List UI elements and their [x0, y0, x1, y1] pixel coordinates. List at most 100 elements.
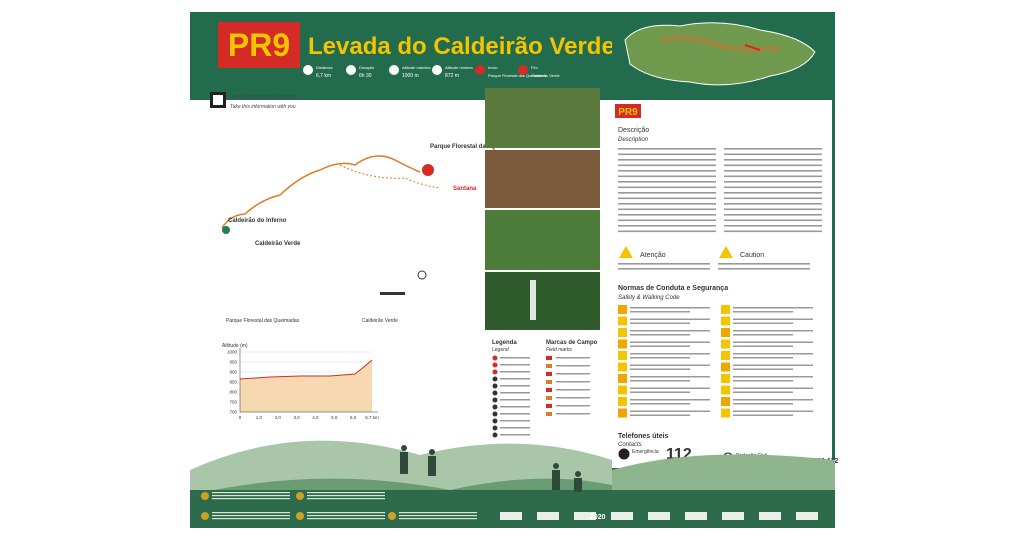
sponsor-logo	[796, 512, 818, 520]
end-marker	[222, 226, 230, 234]
text-line	[630, 380, 690, 382]
attention-title: Atenção	[640, 252, 666, 259]
rule-icon	[721, 385, 730, 395]
y-tick-label: 850	[229, 380, 237, 385]
stat-value: Parque Florestal das Queimadas	[488, 73, 546, 78]
x-tick-label: 1,0	[256, 415, 263, 420]
x-tick-label: 0	[239, 415, 242, 420]
stat-value: 6,7 km	[316, 73, 331, 79]
rule-icon	[721, 374, 730, 383]
text-line	[500, 399, 530, 401]
map-label: Parque Florestal das Queimadas	[430, 144, 524, 150]
profile-start: Parque Florestal das Queimadas	[226, 318, 300, 324]
sponsor-logo	[611, 512, 633, 520]
text-line	[630, 318, 710, 320]
text-line	[724, 225, 822, 227]
shape	[553, 463, 559, 469]
text-line	[733, 387, 813, 389]
x-tick-label: 6,0	[350, 415, 357, 420]
rule-icon	[618, 385, 627, 395]
warning-icon	[619, 246, 633, 258]
flag	[296, 512, 304, 520]
y-tick-label: 800	[229, 390, 237, 395]
scale-bar	[380, 292, 405, 295]
code-box	[218, 22, 300, 68]
text-line	[630, 399, 710, 401]
text-line	[500, 378, 530, 380]
rule-icon	[618, 408, 627, 418]
text-line	[500, 427, 530, 429]
text-line	[630, 410, 710, 412]
text-line	[724, 219, 822, 222]
text-line	[618, 181, 716, 183]
stat-value: 872 m	[445, 73, 459, 79]
text-line	[724, 197, 822, 200]
shape	[401, 445, 407, 451]
stat-label: Fim	[531, 65, 538, 70]
legend-items	[492, 355, 590, 438]
shape	[428, 456, 436, 476]
rule-icon	[618, 362, 627, 372]
rule-icon	[618, 328, 627, 337]
sponsor-logo	[500, 512, 522, 520]
shape	[400, 452, 408, 474]
stat-label: Distância	[316, 65, 333, 70]
x-tick-label: 2,0	[275, 415, 282, 420]
x-tick-label: 5,0	[331, 415, 338, 420]
text-line	[724, 159, 822, 161]
x-tick-label: 6,7 km	[365, 415, 379, 420]
rule-icon	[721, 362, 730, 372]
text-line	[724, 148, 822, 150]
contacts-title: Telefones úteis	[618, 433, 669, 440]
rule-icon	[721, 305, 730, 314]
text-line	[618, 203, 716, 205]
photo	[485, 210, 600, 270]
text-line	[307, 492, 385, 494]
sponsor-logo	[648, 512, 670, 520]
text-line	[618, 164, 716, 167]
stat-value: 1000 m	[402, 73, 419, 79]
text-line	[733, 399, 813, 401]
rules-grid	[618, 305, 813, 418]
text-line	[556, 405, 590, 407]
rule-icon	[721, 397, 730, 406]
legend-icon	[492, 383, 498, 389]
text-line	[556, 413, 590, 415]
text-line	[733, 334, 793, 336]
text-line	[618, 214, 716, 216]
legend-icon	[492, 397, 498, 403]
profile-end: Caldeirão Verde	[362, 318, 398, 324]
text-line	[733, 341, 813, 343]
text-line	[556, 365, 590, 367]
route-on-island	[744, 44, 761, 51]
field-marks-title: Marcas de Campo	[546, 340, 598, 346]
text-line	[630, 334, 690, 336]
text-line	[556, 373, 590, 375]
text-line	[733, 318, 813, 320]
legend-icon	[492, 418, 498, 424]
text-line	[618, 170, 716, 172]
rule-icon	[721, 408, 730, 418]
stat-label: Início	[488, 65, 498, 70]
text-line	[500, 406, 530, 408]
text-line	[500, 413, 530, 415]
text-line	[630, 345, 690, 347]
qr-code-inner	[213, 95, 223, 105]
text-line	[618, 192, 716, 194]
text-line	[399, 518, 477, 520]
text-line	[718, 268, 810, 270]
trail-line	[221, 155, 421, 229]
text-line	[556, 357, 590, 359]
text-line	[212, 495, 290, 497]
legend-icon	[546, 404, 552, 408]
x-tick-label: 4,0	[312, 415, 319, 420]
text-line	[724, 181, 822, 183]
text-line	[733, 380, 793, 382]
photo	[485, 150, 600, 208]
text-line	[212, 492, 290, 494]
legend-icon	[546, 380, 552, 384]
legend-subtitle: Legend	[492, 347, 509, 353]
text-line	[724, 192, 822, 194]
rules-title: Normas de Conduta e Segurança	[618, 285, 728, 292]
